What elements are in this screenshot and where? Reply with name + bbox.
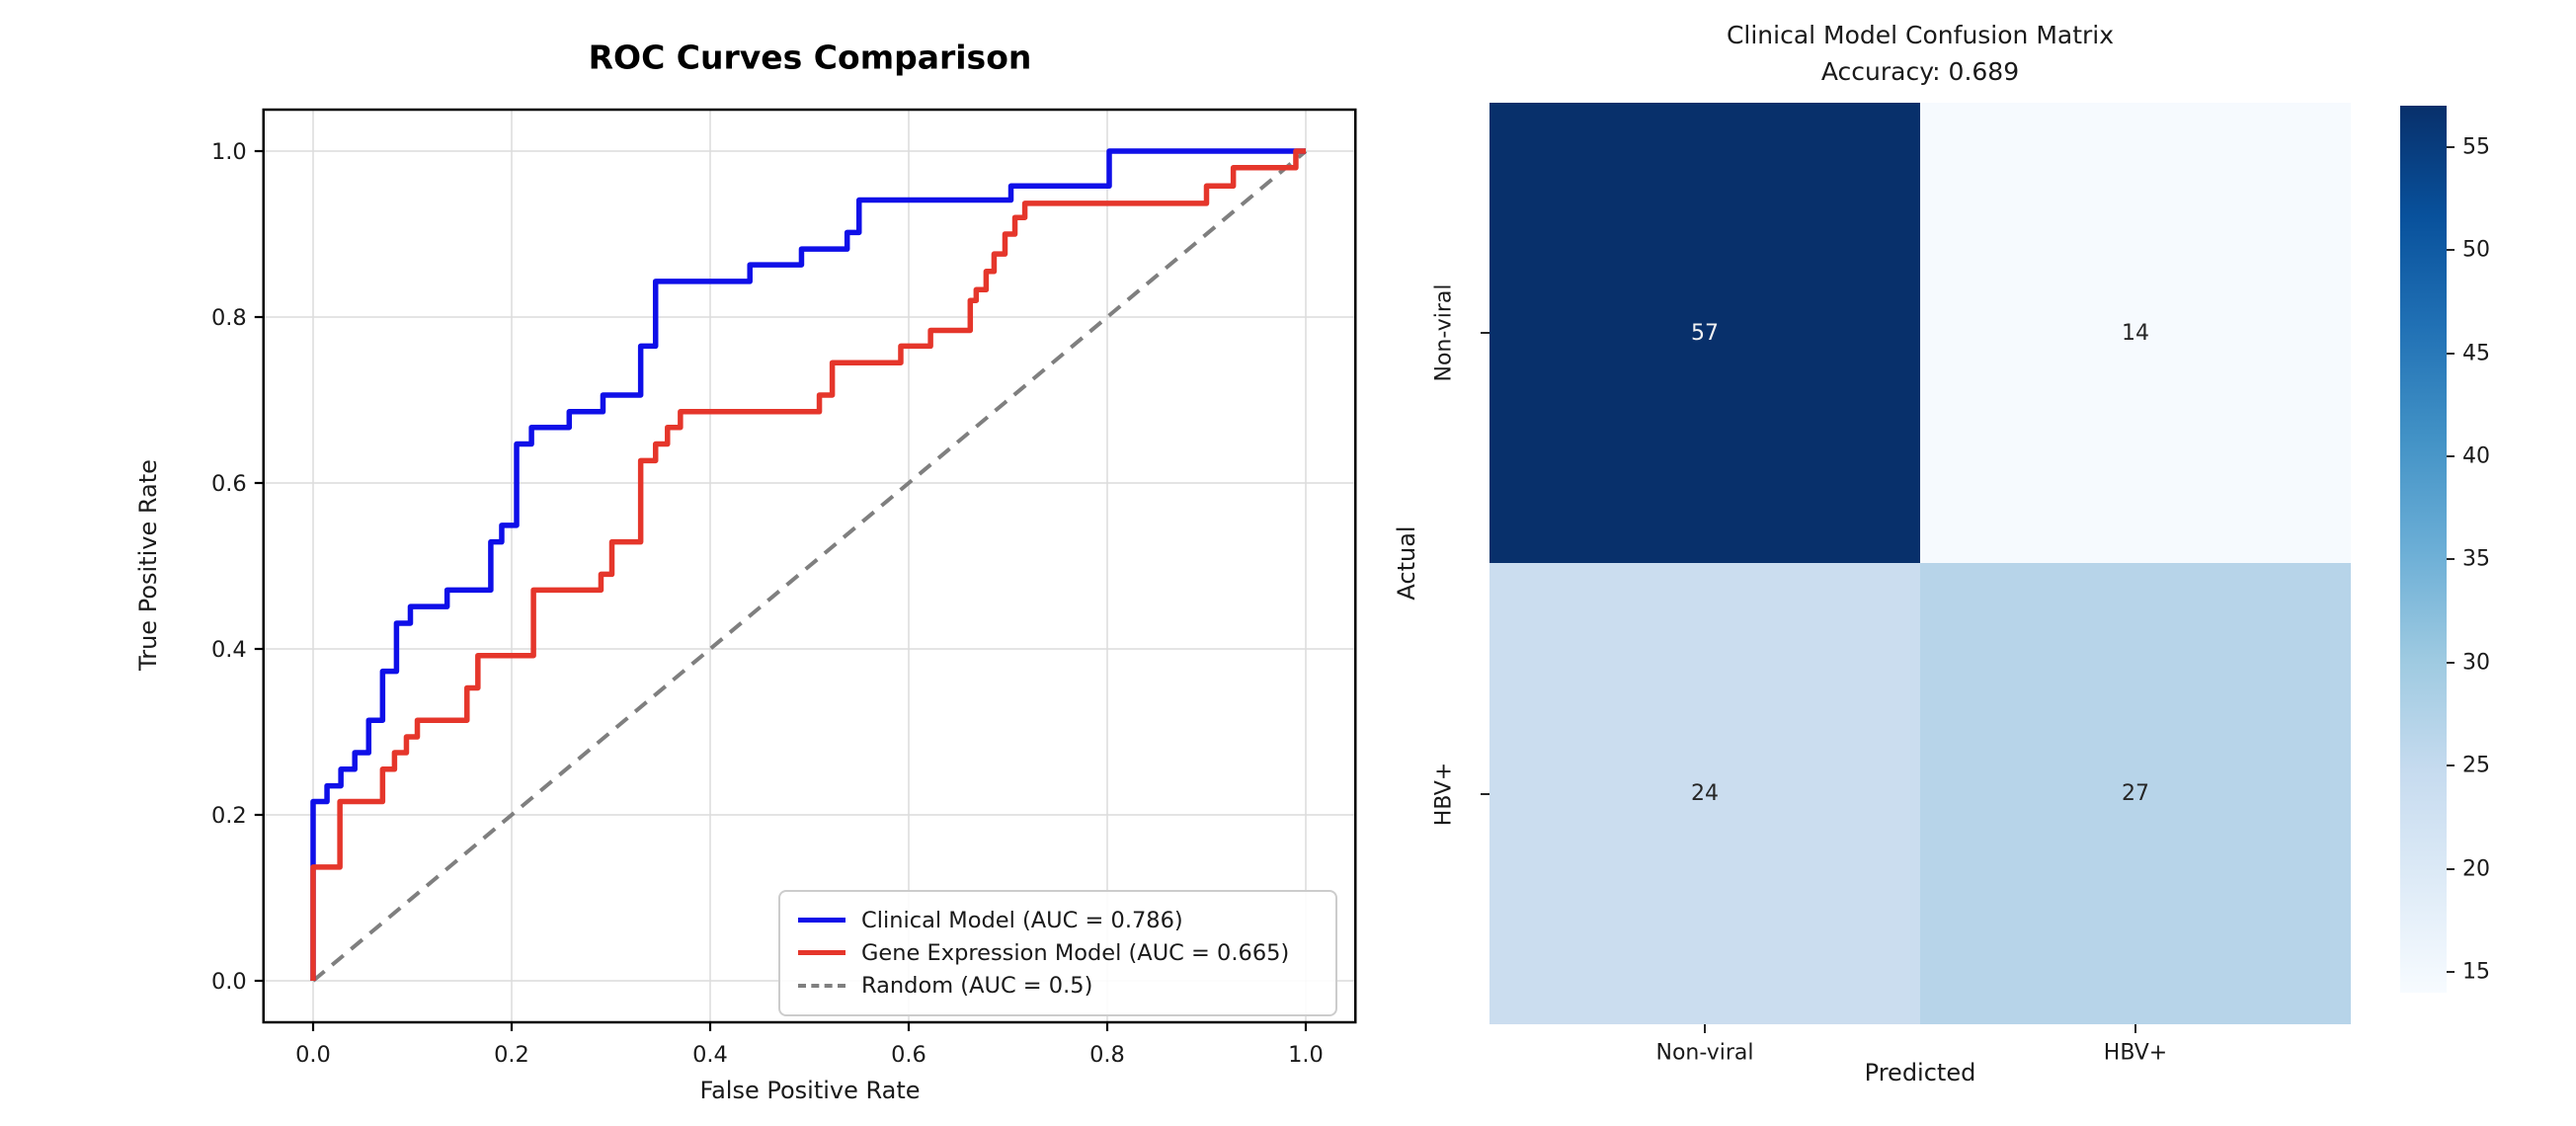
x-tick (1704, 1024, 1706, 1033)
confusion-matrix-cell: 24 (1489, 563, 1920, 1024)
colorbar-tick-label: 30 (2462, 650, 2490, 676)
x-tick-label: 0.0 (295, 1042, 331, 1068)
x-tick-label: 1.0 (1288, 1042, 1324, 1068)
legend-entry: Random (AUC = 0.5) (798, 973, 1318, 999)
y-tick (1481, 792, 1489, 795)
y-tick-label: 0.0 (211, 969, 247, 995)
legend-entry: Gene Expression Model (AUC = 0.665) (798, 940, 1318, 966)
y-tick-label: 1.0 (211, 139, 247, 165)
confusion-matrix-title: Clinical Model Confusion Matrix (1726, 21, 2115, 49)
y-tick-label: 0.4 (211, 637, 247, 663)
colorbar-tick (2447, 764, 2455, 767)
colorbar-tick (2447, 971, 2455, 974)
colorbar-tick-label: 20 (2462, 856, 2490, 882)
roc-y-axis-label: True Positive Rate (134, 459, 162, 671)
confusion-matrix-col-label: HBV+ (2103, 1040, 2168, 1066)
legend-label: Random (AUC = 0.5) (861, 973, 1093, 1000)
confusion-matrix-y-axis-label: Actual (1393, 525, 1420, 601)
legend-line-swatch (798, 984, 845, 989)
legend-label: Clinical Model (AUC = 0.786) (861, 907, 1183, 933)
x-tick-label: 0.4 (692, 1042, 728, 1068)
confusion-matrix-row-label: HBV+ (1431, 762, 1457, 826)
x-tick-label: 0.6 (891, 1042, 926, 1068)
confusion-matrix-accuracy: Accuracy: 0.689 (1820, 57, 2020, 86)
confusion-matrix-heatmap: 57 14 24 27 (1489, 103, 2351, 1024)
colorbar-tick-label: 15 (2462, 959, 2490, 985)
colorbar-tick-label: 40 (2462, 443, 2490, 469)
confusion-matrix-x-axis-label: Predicted (1864, 1059, 1976, 1086)
confusion-matrix-col-label: Non-viral (1655, 1040, 1754, 1066)
y-tick-label: 0.8 (211, 305, 247, 331)
roc-curve (310, 148, 1306, 981)
roc-curve (310, 148, 1306, 981)
colorbar-tick-label: 35 (2462, 546, 2490, 572)
confusion-matrix-cell: 57 (1489, 103, 1920, 563)
legend-line-swatch (798, 950, 845, 956)
colorbar-tick (2447, 455, 2455, 458)
roc-x-axis-label: False Positive Rate (699, 1077, 921, 1104)
y-tick (1481, 332, 1489, 335)
y-tick-label: 0.6 (211, 471, 247, 497)
roc-curve (311, 149, 1308, 983)
colorbar (2400, 106, 2447, 993)
colorbar-tick-label: 45 (2462, 341, 2490, 366)
colorbar-tick (2447, 558, 2455, 561)
confusion-matrix-cell: 14 (1920, 103, 2351, 563)
legend-label: Gene Expression Model (AUC = 0.665) (861, 939, 1290, 966)
confusion-matrix-cell: 27 (1920, 563, 2351, 1024)
colorbar-tick (2447, 867, 2455, 870)
y-tick-label: 0.2 (211, 803, 247, 829)
x-tick (2134, 1024, 2136, 1033)
roc-legend: Clinical Model (AUC = 0.786) Gene Express… (778, 890, 1337, 1016)
axes-frame (262, 108, 1357, 1024)
colorbar-tick (2447, 352, 2455, 355)
colorbar-tick-label: 25 (2462, 753, 2490, 778)
colorbar-tick (2447, 661, 2455, 664)
legend-line-swatch (798, 918, 845, 924)
x-tick-label: 0.8 (1089, 1042, 1125, 1068)
colorbar-tick-label: 55 (2462, 134, 2490, 160)
roc-chart-title: ROC Curves Comparison (588, 38, 1032, 77)
colorbar-tick-label: 50 (2462, 237, 2490, 263)
colorbar-tick (2447, 249, 2455, 252)
confusion-matrix-title-block: Clinical Model Confusion Matrix Accuracy… (1727, 17, 2114, 90)
legend-entry: Clinical Model (AUC = 0.786) (798, 908, 1318, 933)
confusion-matrix-row-label: Non-viral (1431, 283, 1457, 382)
roc-plot: 0.0 0.2 0.4 0.6 0.8 1.0 0.0 0.2 0.4 0.6 0.8 1.0 (211, 108, 1357, 1068)
colorbar-tick (2447, 145, 2455, 148)
x-tick-label: 0.2 (494, 1042, 529, 1068)
